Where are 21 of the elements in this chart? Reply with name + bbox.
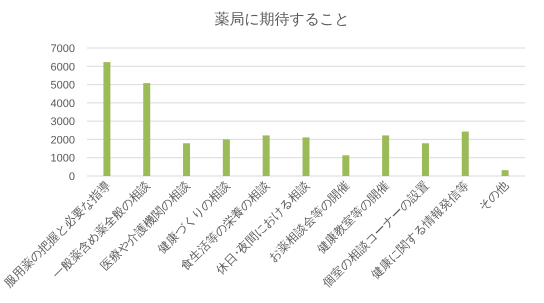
bar — [143, 83, 150, 176]
bar — [382, 135, 390, 176]
bar — [222, 139, 230, 176]
bar — [103, 62, 110, 176]
bar — [183, 143, 190, 176]
bar — [302, 137, 310, 176]
bar — [502, 170, 509, 176]
y-tick-label: 5000 — [50, 80, 75, 92]
bar — [462, 132, 469, 176]
bar — [342, 155, 350, 176]
bar — [422, 143, 429, 176]
y-tick-label: 2000 — [50, 134, 75, 146]
y-tick-label: 1000 — [50, 152, 75, 165]
x-tick-label: その他 — [476, 178, 512, 214]
chart-title: 薬局に期待すること — [214, 11, 350, 28]
bar — [262, 135, 270, 176]
y-tick-label: 6000 — [50, 61, 75, 74]
y-tick-label: 3000 — [50, 116, 75, 128]
y-tick-label: 0 — [68, 171, 75, 183]
y-tick-label: 4000 — [50, 98, 75, 110]
y-tick-label: 7000 — [50, 43, 75, 55]
